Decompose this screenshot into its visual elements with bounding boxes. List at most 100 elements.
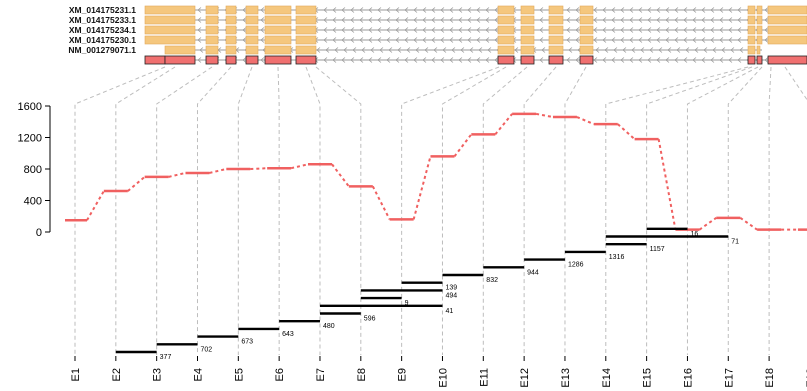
exon-guide-line bbox=[728, 67, 762, 355]
transcript-exon bbox=[246, 16, 258, 24]
junction-count: 832 bbox=[486, 277, 498, 284]
transcript-exon bbox=[580, 46, 593, 54]
y-tick-label: 0 bbox=[36, 227, 42, 239]
exon-guide-lines bbox=[75, 67, 807, 355]
coverage-connector bbox=[495, 114, 512, 134]
coverage-connector bbox=[209, 169, 226, 173]
junction-count: 1157 bbox=[650, 246, 665, 253]
transcript-exon bbox=[265, 16, 291, 24]
transcript-exon bbox=[498, 26, 514, 34]
merged-exon bbox=[580, 56, 593, 64]
junction-count: 944 bbox=[527, 269, 539, 276]
exon-label: E6 bbox=[274, 368, 286, 381]
transcript-exon bbox=[580, 36, 593, 44]
transcript-exon bbox=[521, 46, 534, 54]
junction-count: 1286 bbox=[568, 262, 584, 269]
junction-count: 1316 bbox=[609, 254, 625, 261]
merged-exon bbox=[498, 56, 514, 64]
transcript-exon bbox=[521, 36, 534, 44]
coverage-connector bbox=[740, 218, 757, 230]
transcript-label: XM_014175234.1 bbox=[69, 25, 136, 35]
exon-label: E7 bbox=[315, 368, 327, 381]
exon-label: E9 bbox=[397, 368, 409, 381]
merged-exon bbox=[145, 56, 165, 64]
exon-label: E11 bbox=[478, 368, 490, 387]
exon-label: E13 bbox=[560, 368, 572, 388]
transcript-exon bbox=[246, 26, 258, 34]
merged-exon bbox=[549, 56, 563, 64]
merged-exon bbox=[768, 56, 807, 64]
exon-label: E5 bbox=[233, 368, 245, 381]
y-tick-label: 800 bbox=[24, 164, 42, 176]
transcript-exon bbox=[206, 46, 218, 54]
transcript-exon bbox=[498, 36, 514, 44]
transcript-exon bbox=[768, 16, 807, 24]
exon-guide-line bbox=[116, 67, 175, 355]
transcript-exon bbox=[206, 6, 218, 14]
exon-guide-line bbox=[157, 67, 212, 355]
merged-exon bbox=[165, 56, 195, 64]
exon-guide-line bbox=[75, 67, 165, 355]
transcript-exon bbox=[296, 36, 316, 44]
transcript-exon bbox=[226, 6, 236, 14]
transcript-exon bbox=[246, 6, 258, 14]
coverage-connector bbox=[169, 173, 186, 177]
exon-label: E15 bbox=[642, 368, 654, 388]
coverage-connector bbox=[577, 117, 594, 124]
transcript-exon bbox=[549, 16, 563, 24]
coverage-connector bbox=[618, 124, 635, 139]
transcript-exon bbox=[145, 16, 195, 24]
coverage-connector bbox=[414, 156, 431, 219]
transcript-exon bbox=[748, 46, 755, 54]
exon-guide-line bbox=[647, 67, 752, 355]
merged-exon bbox=[296, 56, 316, 64]
y-tick-label: 400 bbox=[24, 196, 42, 208]
exon-guide-line bbox=[687, 67, 758, 355]
coverage-connector bbox=[454, 134, 471, 156]
junction-count: 480 bbox=[323, 323, 335, 330]
transcript-exon bbox=[748, 26, 755, 34]
exon-label: E16 bbox=[682, 368, 694, 388]
merged-exon bbox=[521, 56, 534, 64]
transcript-exon bbox=[580, 16, 593, 24]
exon-axis: E1 E2 E3 E4 E5 E6 E7 E8 E9 E10 E11 E12 E13 E14 E15 E16 E… bbox=[70, 356, 807, 388]
coverage-connector bbox=[128, 177, 145, 191]
exon-guide-line bbox=[785, 67, 807, 355]
transcript-exon bbox=[757, 26, 762, 34]
transcript-exon bbox=[296, 16, 316, 24]
y-tick-label: 1600 bbox=[18, 101, 42, 113]
transcript-exon bbox=[165, 46, 195, 54]
exon-guide-line bbox=[769, 67, 771, 355]
junction-bars: 3777026736434805964194941398329441286131… bbox=[116, 229, 739, 361]
junction-count: 702 bbox=[200, 346, 212, 353]
junction-count: 71 bbox=[731, 239, 739, 246]
junction-count: 139 bbox=[445, 285, 457, 292]
junction-count: 377 bbox=[160, 354, 172, 361]
junction-count: 16 bbox=[690, 231, 698, 238]
transcript-exon bbox=[549, 6, 563, 14]
exon-label: E14 bbox=[601, 368, 613, 388]
transcript-exon bbox=[521, 26, 534, 34]
exon-label: E1 bbox=[70, 368, 82, 381]
transcript-label: NM_001279071.1 bbox=[68, 45, 136, 55]
transcript-label: XM_014175230.1 bbox=[69, 35, 136, 45]
transcript-exon bbox=[768, 26, 807, 34]
transcript-exon bbox=[748, 16, 755, 24]
transcript-exon bbox=[145, 36, 195, 44]
exon-label: E8 bbox=[356, 368, 368, 381]
junction-count: 673 bbox=[241, 339, 253, 346]
junction-count: 643 bbox=[282, 331, 294, 338]
coverage-connector bbox=[332, 164, 349, 186]
transcript-exon bbox=[521, 6, 534, 14]
coverage-connector bbox=[250, 168, 267, 169]
coverage-plot bbox=[65, 114, 807, 230]
merged-exon bbox=[246, 56, 258, 64]
merged-exon bbox=[226, 56, 236, 64]
transcript-exon bbox=[226, 46, 236, 54]
transcript-exon bbox=[296, 46, 316, 54]
transcript-exon bbox=[296, 6, 316, 14]
coverage-connector bbox=[373, 186, 390, 219]
transcript-exon bbox=[580, 6, 593, 14]
transcript-exon bbox=[206, 26, 218, 34]
exon-guide-line bbox=[483, 67, 527, 355]
